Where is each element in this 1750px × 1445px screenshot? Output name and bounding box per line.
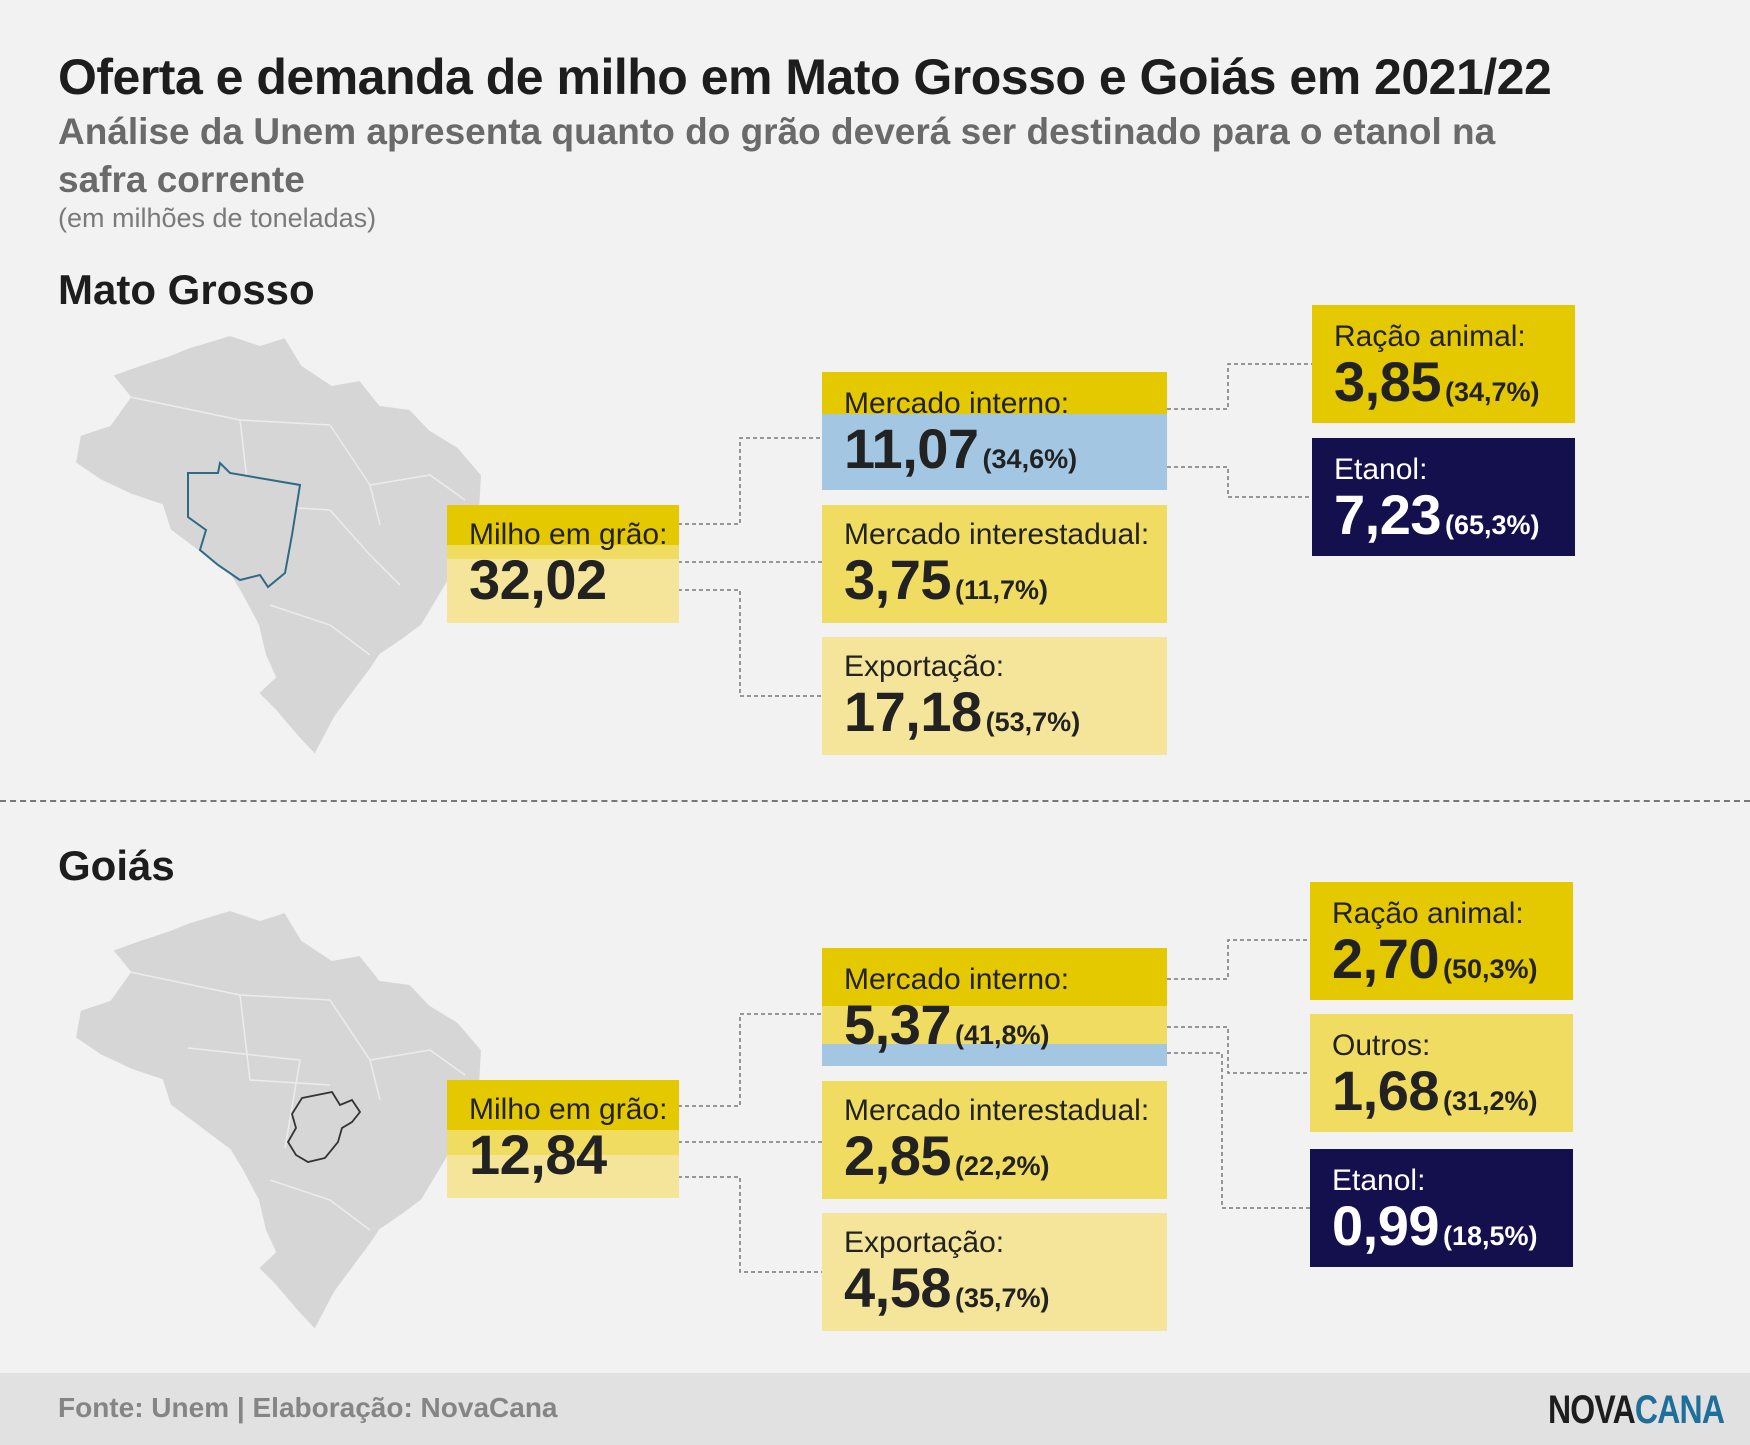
etanol-value: 7,23	[1334, 483, 1442, 546]
logo-part-nova: NOVA	[1548, 1388, 1636, 1432]
exportacao-label: Exportação:	[844, 1226, 1005, 1259]
outros-box-go: Outros: 1,68 (31,2%)	[1310, 1014, 1573, 1132]
etanol-pct: (18,5%)	[1443, 1221, 1538, 1251]
logo-part-cana: CANA	[1634, 1388, 1725, 1432]
racao-animal-label: Ração animal:	[1334, 320, 1526, 353]
mercado-interno-value: 11,07	[844, 417, 979, 480]
outros-label: Outros:	[1332, 1029, 1431, 1062]
unit-note: (em milhões de toneladas)	[58, 203, 377, 233]
mercado-interestadual-pct: (22,2%)	[955, 1151, 1050, 1181]
racao-animal-label: Ração animal:	[1332, 897, 1524, 930]
milho-em-grao-box-mt: Milho em grão: 32,02	[447, 505, 679, 623]
milho-label: Milho em grão:	[469, 518, 668, 551]
mercado-interestadual-box-mt: Mercado interestadual: 3,75 (11,7%)	[822, 505, 1167, 623]
section-title-goias: Goiás	[58, 842, 175, 889]
etanol-label: Etanol:	[1334, 453, 1428, 486]
exportacao-box-go: Exportação: 4,58 (35,7%)	[822, 1213, 1167, 1331]
mercado-interestadual-box-go: Mercado interestadual: 2,85 (22,2%)	[822, 1081, 1167, 1199]
page-title: Oferta e demanda de milho em Mato Grosso…	[58, 49, 1552, 105]
mercado-interno-pct: (41,8%)	[955, 1020, 1050, 1050]
exportacao-pct: (35,7%)	[955, 1283, 1050, 1313]
exportacao-pct: (53,7%)	[985, 707, 1081, 737]
page-subtitle: Análise da Unem apresenta quanto do grão…	[58, 111, 1496, 200]
milho-label: Milho em grão:	[469, 1093, 668, 1126]
etanol-box-mt: Etanol: 7,23 (65,3%)	[1312, 438, 1575, 556]
footer-source: Fonte: Unem | Elaboração: NovaCana	[58, 1392, 558, 1423]
milho-em-grao-box-go: Milho em grão: 12,84	[447, 1080, 679, 1198]
brazil-map-mato-grosso-icon	[73, 333, 484, 757]
outros-pct: (31,2%)	[1443, 1086, 1538, 1116]
mercado-interestadual-label: Mercado interestadual:	[844, 518, 1150, 551]
mercado-interestadual-label: Mercado interestadual:	[844, 1094, 1150, 1127]
racao-animal-box-go: Ração animal: 2,70 (50,3%)	[1310, 882, 1573, 1000]
mercado-interno-label: Mercado interno:	[844, 387, 1070, 420]
exportacao-value: 17,18	[844, 680, 982, 743]
racao-animal-box-mt: Ração animal: 3,85 (34,7%)	[1312, 305, 1575, 423]
racao-animal-pct: (50,3%)	[1443, 954, 1538, 984]
etanol-box-go: Etanol: 0,99 (18,5%)	[1310, 1149, 1573, 1267]
mercado-interno-value: 5,37	[844, 993, 952, 1056]
mercado-interno-pct: (34,6%)	[982, 444, 1078, 474]
exportacao-box-mt: Exportação: 17,18 (53,7%)	[822, 637, 1167, 755]
mercado-interestadual-pct: (11,7%)	[955, 575, 1049, 605]
mercado-interno-box-mt: Mercado interno: 11,07 (34,6%)	[822, 372, 1167, 490]
milho-value: 32,02	[469, 548, 607, 611]
mercado-interestadual-value: 3,75	[844, 548, 952, 611]
racao-animal-value: 2,70	[1332, 927, 1440, 990]
exportacao-value: 4,58	[844, 1256, 952, 1319]
racao-animal-pct: (34,7%)	[1445, 377, 1540, 407]
etanol-value: 0,99	[1332, 1194, 1440, 1257]
footer-bar	[0, 1373, 1750, 1445]
mercado-interestadual-value: 2,85	[844, 1124, 952, 1187]
etanol-label: Etanol:	[1332, 1164, 1426, 1197]
brazil-map-goias-icon	[73, 908, 484, 1332]
section-divider	[0, 800, 1750, 802]
racao-animal-value: 3,85	[1334, 350, 1442, 413]
etanol-pct: (65,3%)	[1445, 510, 1540, 540]
novacana-logo: NOVACANA	[1548, 1388, 1725, 1433]
mercado-interno-label: Mercado interno:	[844, 963, 1070, 996]
mercado-interno-box-go: Mercado interno: 5,37 (41,8%)	[822, 948, 1167, 1066]
section-title-mato-grosso: Mato Grosso	[58, 266, 315, 313]
exportacao-label: Exportação:	[844, 650, 1005, 683]
outros-value: 1,68	[1332, 1059, 1440, 1122]
milho-value: 12,84	[469, 1123, 607, 1186]
